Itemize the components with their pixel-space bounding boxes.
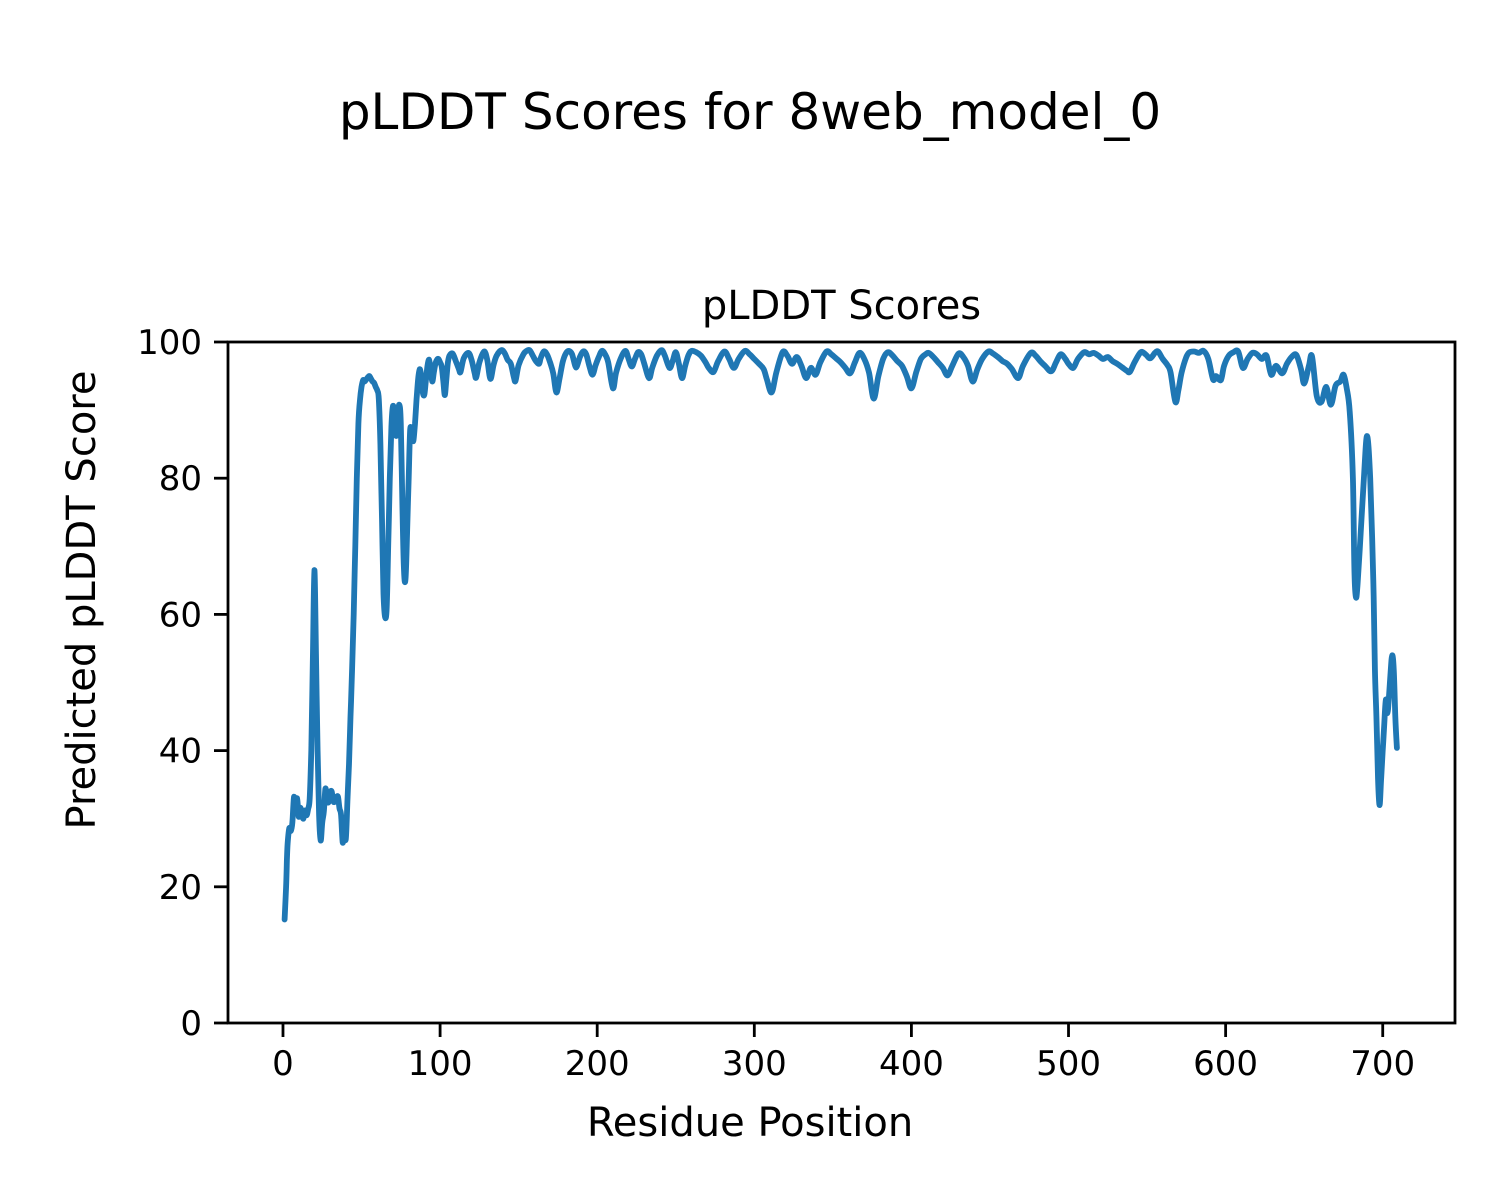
x-tick-label: 0 xyxy=(272,1044,294,1084)
plddt-line xyxy=(281,346,1400,923)
x-tick-label: 300 xyxy=(722,1044,787,1084)
y-tick-label: 0 xyxy=(180,1004,202,1044)
figure-title: pLDDT Scores for 8web_model_0 xyxy=(338,83,1162,141)
axis-tick-labels: 0 100 200 300 400 500 600 700 0 20 40 60 80 100 xyxy=(137,323,1415,1084)
x-tick-label: 600 xyxy=(1193,1044,1258,1084)
x-tick-label: 500 xyxy=(1036,1044,1101,1084)
axes-title: pLDDT Scores xyxy=(701,283,982,329)
x-tick-label: 700 xyxy=(1350,1044,1415,1084)
y-tick-label: 40 xyxy=(159,732,202,772)
y-tick-label: 60 xyxy=(159,595,202,635)
y-tick-label: 80 xyxy=(159,459,202,499)
x-axis-label: Residue Position xyxy=(586,1100,914,1146)
axes-box xyxy=(226,340,1457,1025)
x-tick-label: 100 xyxy=(408,1044,473,1084)
x-tick-label: 200 xyxy=(565,1044,630,1084)
x-tick-label: 400 xyxy=(879,1044,944,1084)
y-tick-label: 100 xyxy=(137,323,202,363)
y-tick-label: 20 xyxy=(159,868,202,908)
axis-tick-marks xyxy=(214,340,1385,1037)
